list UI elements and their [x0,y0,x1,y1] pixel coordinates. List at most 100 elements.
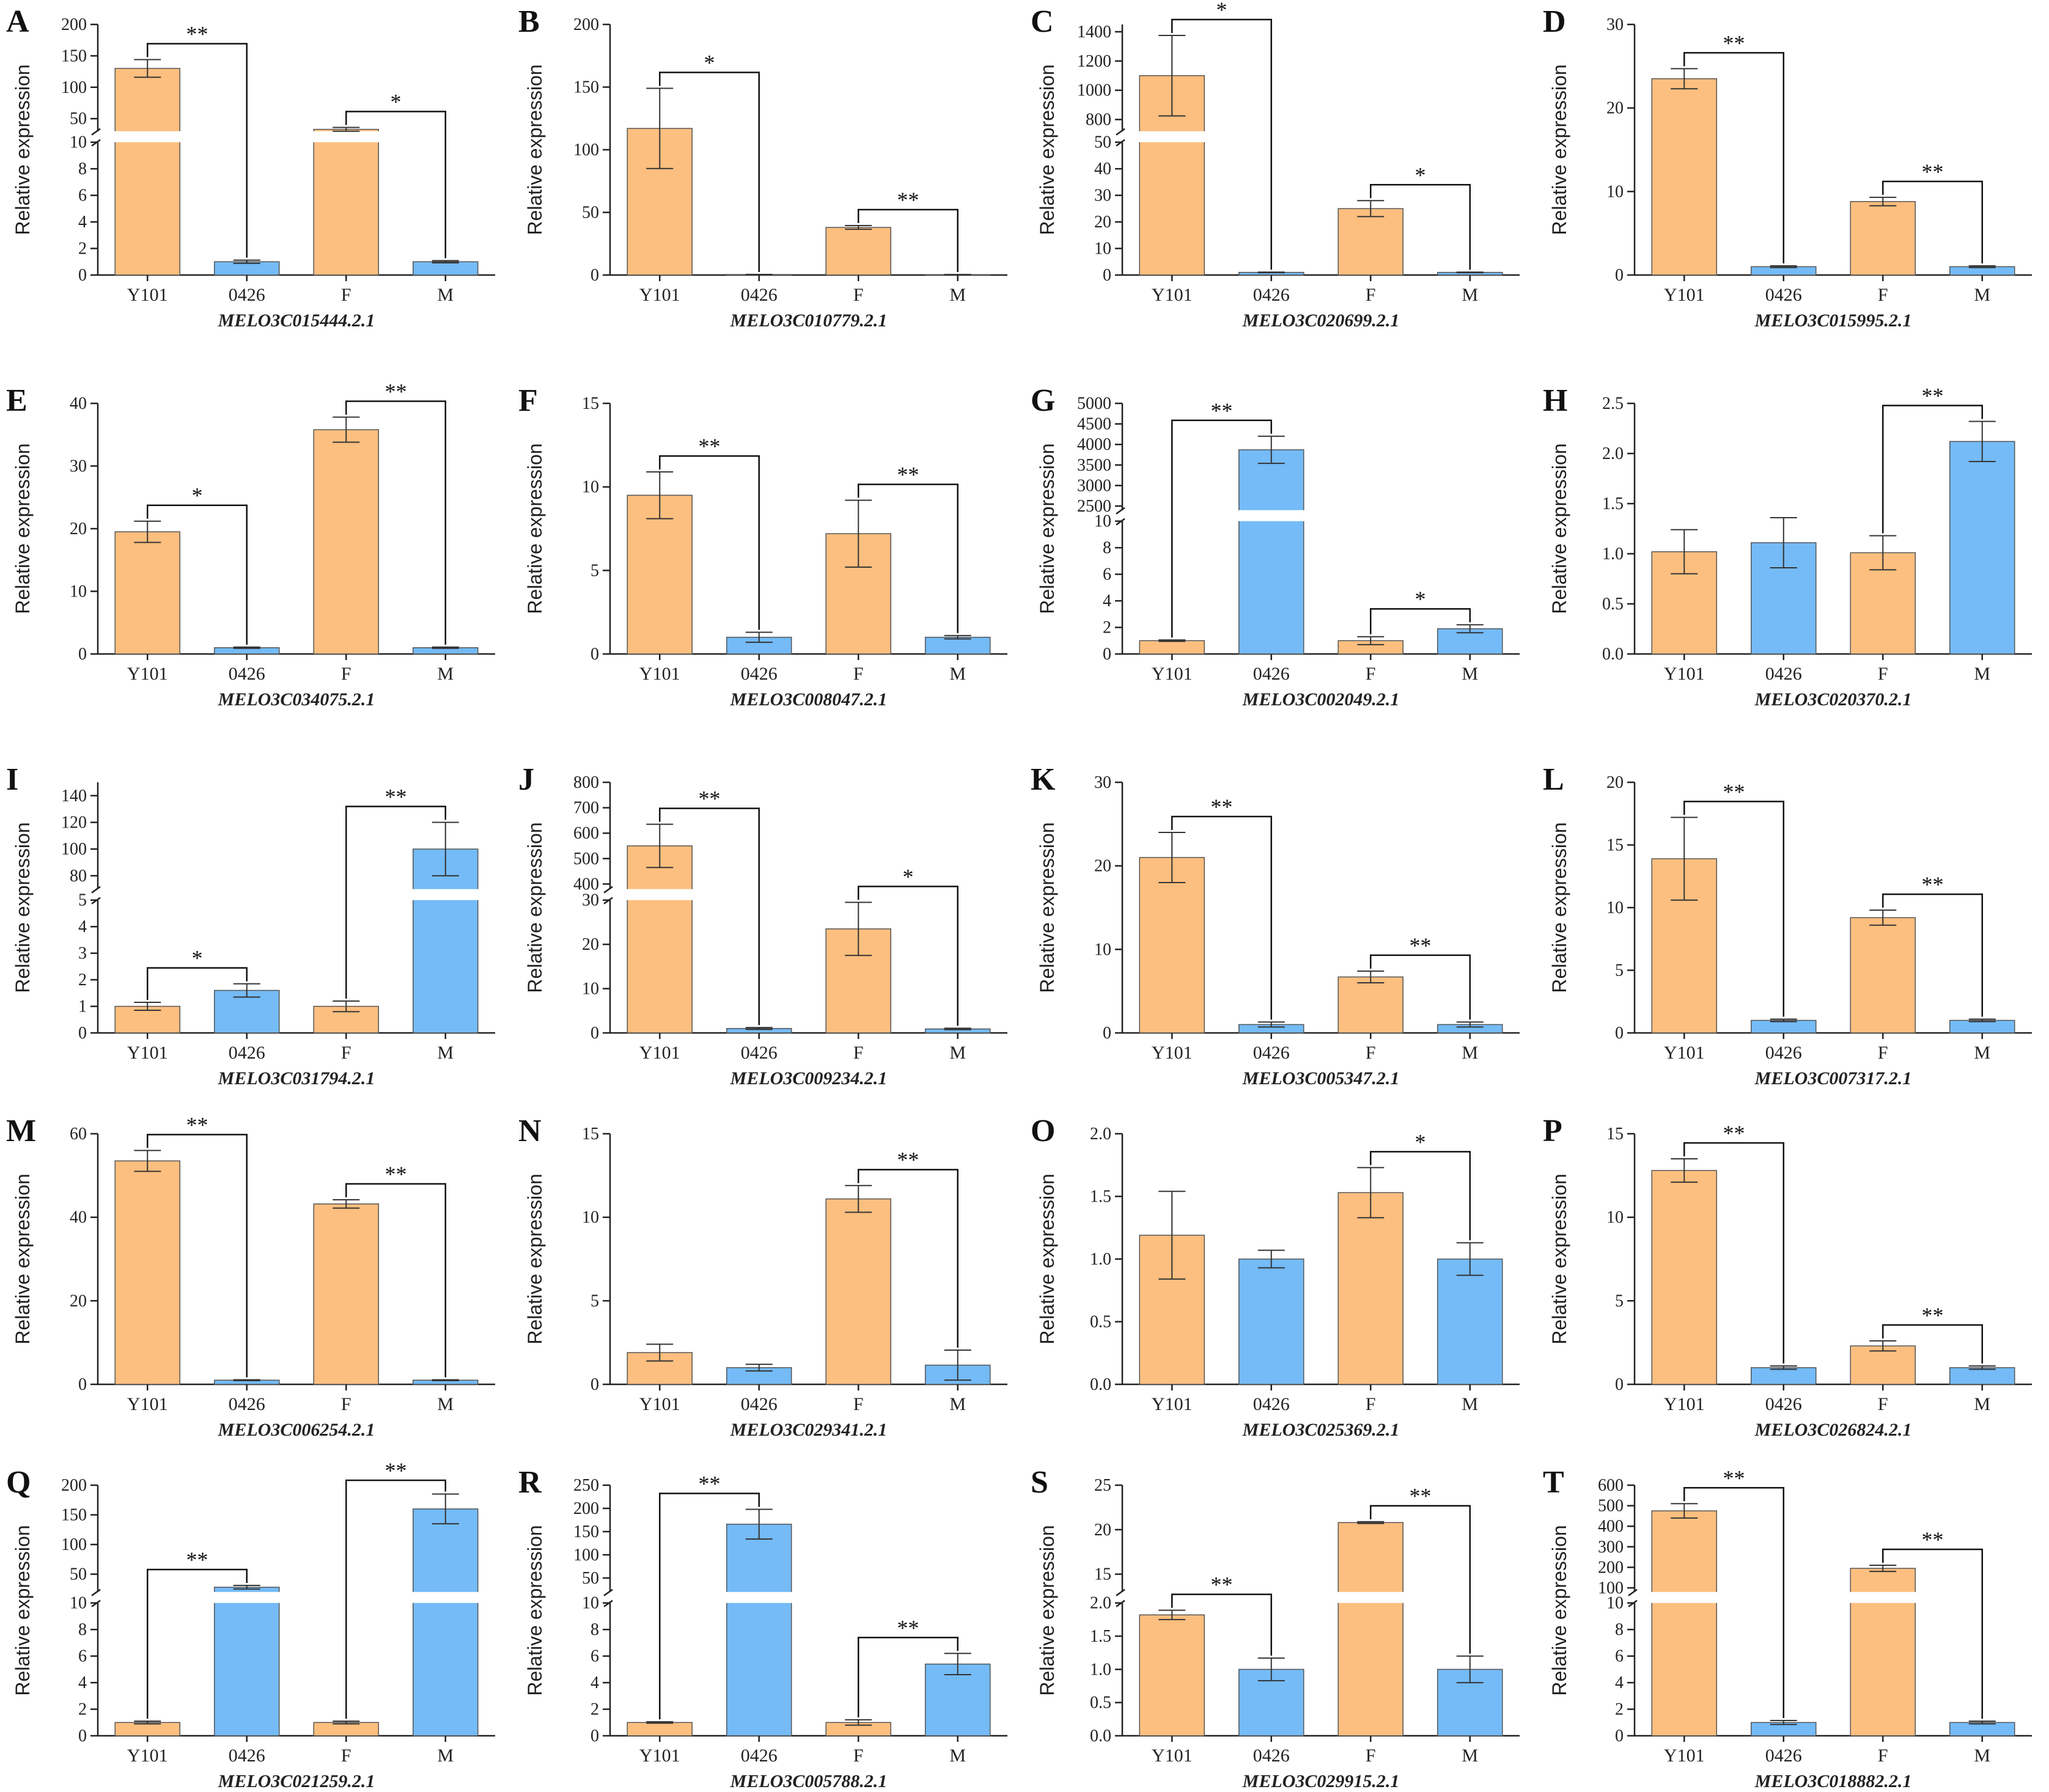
significance-bracket [1882,1548,1983,1719]
y-tick-label: 10 [582,980,599,999]
significance-label: ** [1211,795,1233,819]
panel-letter: K [1031,762,1056,797]
significance-bracket [659,1493,760,1720]
bar-y101 [114,531,180,655]
y-tick-label: 15 [1094,1565,1111,1584]
y-tick-label: 10 [1094,512,1111,531]
bar-break-gap [1650,1592,1718,1603]
y-axis-label: Relative expression [1036,443,1058,614]
panel-letter: G [1031,383,1056,418]
y-tick-label: 200 [61,15,87,34]
bar-y101 [627,1722,693,1736]
bar-m [1949,1722,2015,1736]
chart-svg: Relative expression 0 2 4 6 8 10 50 100 150 200 Y10… [12,15,495,331]
significance-bracket [1171,815,1272,1020]
axis-break-mark [1628,1588,1638,1596]
gene-label: MELO3C005347.2.1 [1242,1068,1400,1089]
y-tick-label: 0 [590,645,599,664]
y-tick-label: 2 [78,1700,87,1719]
y-axis-label: Relative expression [1548,1525,1570,1695]
significance-bracket [147,1134,248,1378]
significance-bracket [1171,1593,1272,1656]
y-tick-label: 1 [78,997,87,1016]
significance-label: ** [897,1615,919,1640]
y-tick-label: 200 [573,15,599,34]
chart-svg: Relative expression 0 10 20 30 40 50 800 1000 120… [1036,0,1520,331]
chart-panel-s: Relative expression 0.0 0.5 1.0 1.5 2.0 15 20 25… [1031,1467,1532,1791]
y-tick-label: 30 [1094,186,1111,205]
bar-break-gap [1849,1592,1917,1603]
y-tick-label: 5 [590,1291,599,1310]
panel-letter: E [6,383,28,418]
bar-y101 [1651,78,1717,276]
y-tick-label: 2500 [1077,497,1111,516]
y-tick-label: 100 [573,1546,599,1565]
y-tick-label: 80 [70,867,87,886]
bar-0426 [1751,1019,1817,1034]
panel-letter: I [6,762,19,797]
y-tick-label: 0.5 [1090,1694,1111,1713]
gene-label: MELO3C034075.2.1 [218,689,375,710]
y-axis-label: Relative expression [1036,64,1058,235]
gene-label: MELO3C031794.2.1 [218,1068,375,1089]
significance-label: ** [699,434,721,458]
y-tick-label: 10 [582,478,599,497]
y-tick-label: 1.5 [1602,494,1624,513]
chart-svg: Relative expression 0 10 20 30 Y101 0426 F M MELO… [1036,773,1520,1089]
significance-bracket [345,1479,446,1719]
gene-label: MELO3C010779.2.1 [730,310,888,331]
significance-label: ** [699,1471,721,1496]
y-tick-label: 40 [70,1208,87,1227]
bar-m [413,848,479,1034]
y-tick-label: 5 [78,891,87,910]
bar-y101 [114,1722,180,1736]
y-tick-label: 4 [78,917,87,936]
y-tick-label: 200 [1598,1558,1624,1577]
significance-bracket [345,1183,446,1378]
y-tick-label: 60 [70,1125,87,1144]
y-tick-label: 600 [573,824,599,843]
bar-y101 [1651,1170,1717,1385]
y-tick-label: 4000 [1077,435,1111,454]
y-axis-label: Relative expression [12,822,34,993]
y-tick-label: 10 [1606,898,1624,917]
y-tick-label: 3 [78,944,87,963]
y-tick-label: 1400 [1077,23,1111,42]
y-tick-label: 0 [1103,1024,1111,1043]
significance-label: ** [699,787,721,811]
significance-label: ** [1723,779,1745,804]
bar-break-gap [1138,131,1206,142]
significance-label: ** [1723,1121,1745,1145]
chart-panel-l: Relative expression 0 5 10 15 20 Y101 0426 F M MEL… [1543,764,2044,1089]
y-tick-label: 10 [582,1594,599,1613]
y-tick-label: 10 [1606,1208,1624,1227]
y-tick-label: 15 [582,1125,599,1144]
significance-label: * [192,483,203,508]
significance-label: ** [1410,933,1432,958]
y-tick-label: 4 [78,1673,87,1692]
x-tick-label: F [1878,1394,1888,1414]
x-tick-label: F [853,1394,864,1414]
bar-break-gap [1337,1592,1405,1603]
gene-label: MELO3C009234.2.1 [730,1068,888,1089]
axis-break-mark [91,1588,101,1596]
significance-bracket [659,455,760,630]
significance-bracket [858,208,958,273]
bar-y101 [1651,1510,1717,1736]
y-tick-label: 50 [70,1565,87,1584]
y-tick-label: 10 [1606,182,1624,201]
y-tick-label: 140 [61,787,87,806]
significance-bracket [147,1568,248,1719]
x-tick-label: M [949,1394,966,1414]
y-axis-label: Relative expression [1548,1173,1570,1344]
gene-label: MELO3C026824.2.1 [1754,1420,1912,1440]
y-tick-label: 4 [590,1673,599,1692]
bar-0426 [726,1524,792,1736]
gene-label: MELO3C015995.2.1 [1754,310,1912,331]
bar-m [925,636,991,655]
x-tick-label: M [1974,285,1990,305]
chart-svg: Relative expression 0 10 20 30 Y101 0426 F M MELO… [1548,15,2032,331]
y-tick-label: 3500 [1077,456,1111,475]
x-tick-label: M [1462,664,1478,684]
chart-panel-i: Relative expression 0 1 2 3 4 5 80 100 120 140 Y101… [6,762,507,1089]
